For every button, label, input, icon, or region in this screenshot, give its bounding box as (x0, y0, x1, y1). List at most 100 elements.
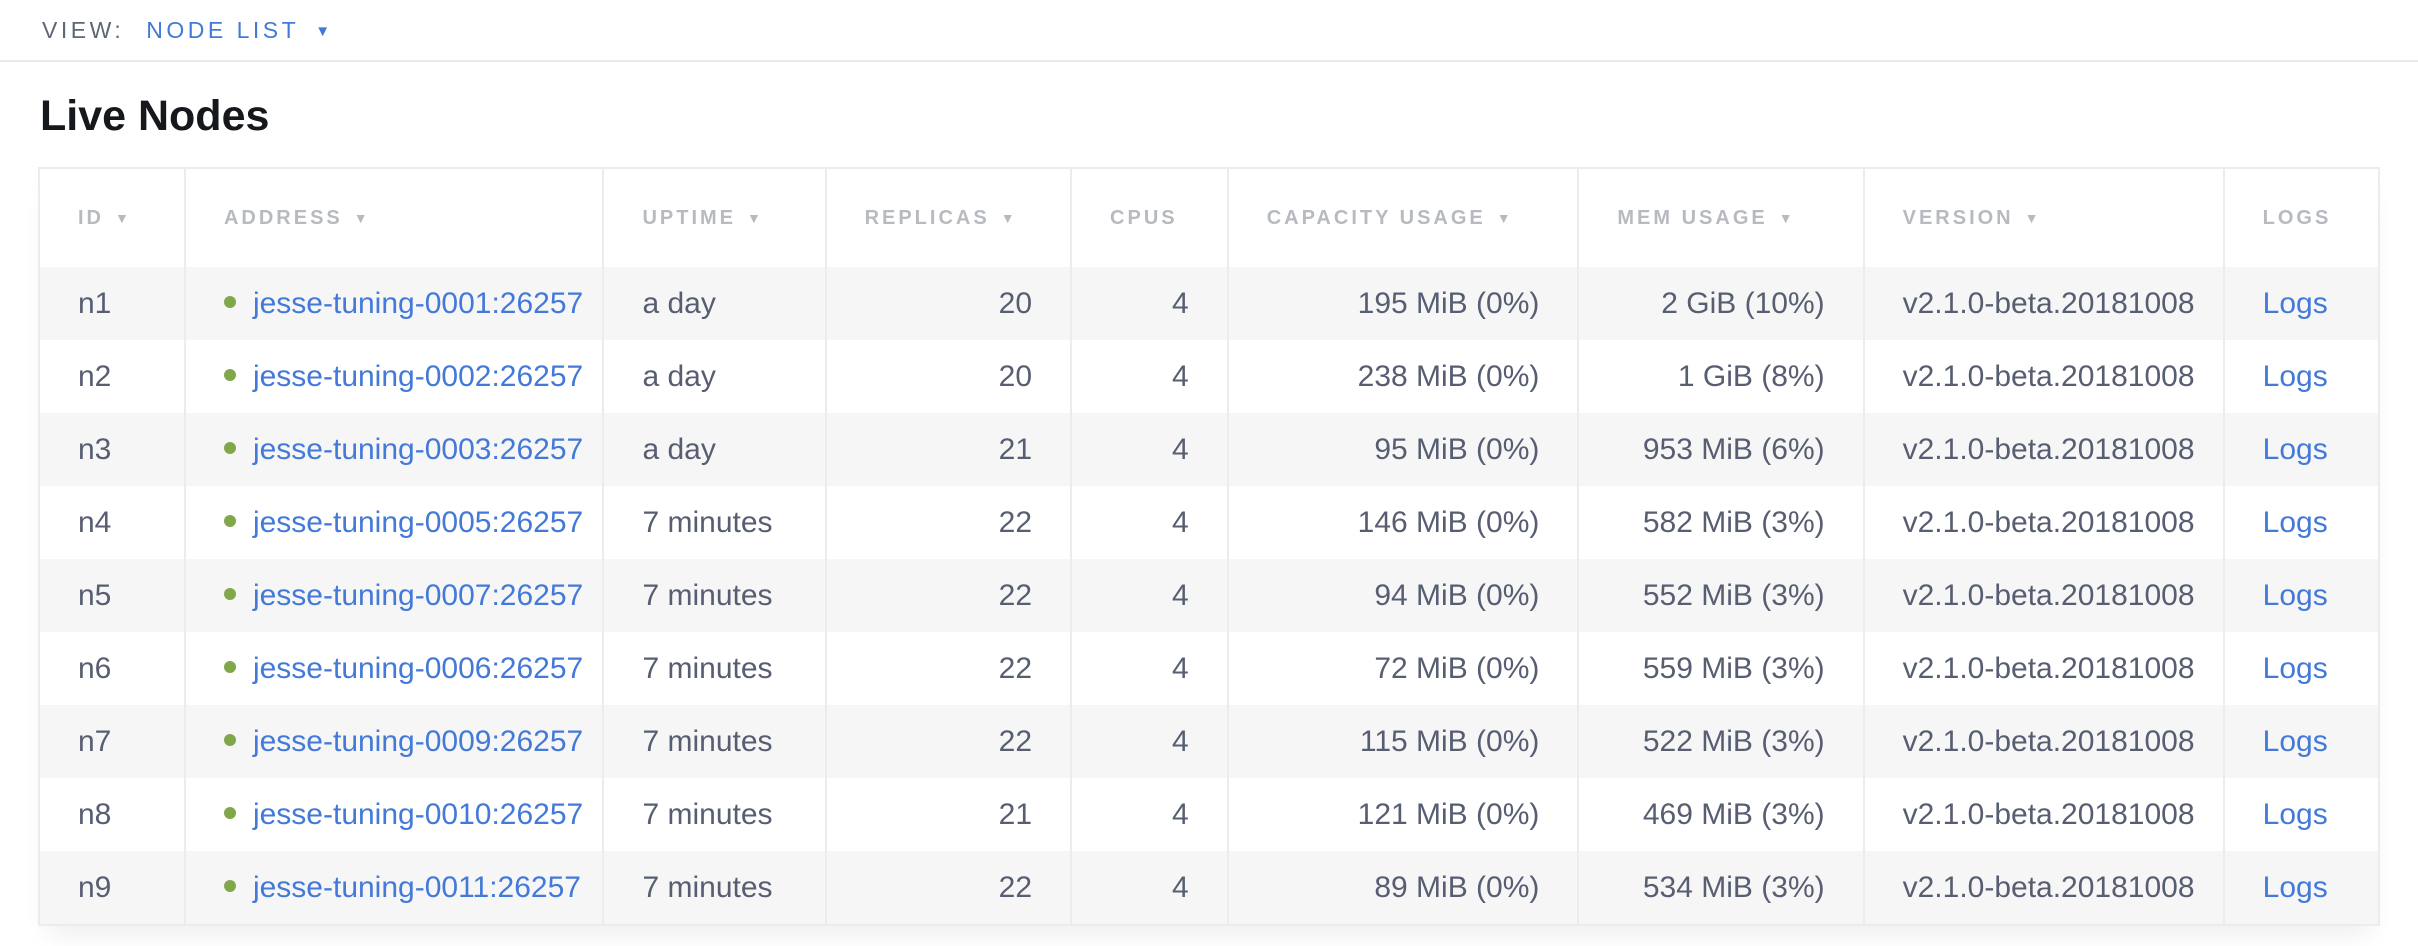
id-cell: n8 (78, 797, 112, 831)
column-header-address[interactable]: ADDRESS ▼ (183, 169, 604, 268)
column-header-replicas[interactable]: REPLICAS ▼ (824, 169, 1072, 268)
cpus-cell: 4 (1070, 340, 1228, 414)
replicas-cell: 22 (824, 705, 1072, 779)
mem-cell: 469 MiB (3%) (1577, 778, 1864, 852)
mem-cell: 582 MiB (3%) (1577, 486, 1864, 560)
logs-link[interactable]: Logs (2262, 870, 2328, 904)
address-cell: jesse-tuning-0011:26257 (183, 851, 604, 925)
id-cell: n7 (78, 724, 112, 758)
address-cell: jesse-tuning-0003:26257 (183, 413, 604, 487)
replicas-cell: 20 (824, 267, 1072, 341)
node-status-healthy-icon (223, 369, 236, 382)
node-status-healthy-icon (223, 807, 236, 820)
node-address-link[interactable]: jesse-tuning-0006:26257 (252, 651, 584, 685)
column-header-label: LOGS (2262, 206, 2332, 229)
mem-cell: 522 MiB (3%) (1577, 705, 1864, 779)
logs-link[interactable]: Logs (2262, 432, 2328, 466)
capacity-cell: 94 MiB (0%) (1226, 559, 1579, 633)
logs-cell: Logs (2222, 267, 2378, 341)
capacity-cell: 238 MiB (0%) (1226, 340, 1579, 414)
version-cell: v2.1.0-beta.20181008 (1862, 778, 2224, 852)
logs-link[interactable]: Logs (2262, 286, 2328, 320)
sort-arrow-icon: ▼ (353, 209, 371, 226)
id-cell: n6 (78, 651, 112, 685)
node-address-link[interactable]: jesse-tuning-0010:26257 (252, 797, 584, 831)
replicas-cell: 22 (824, 851, 1072, 925)
uptime-cell: 7 minutes (602, 705, 826, 779)
logs-link[interactable]: Logs (2262, 578, 2328, 612)
table-row: n6 jesse-tuning-0006:26257 7 minutes 22 4 72 … (40, 632, 2378, 706)
table-row: n4 jesse-tuning-0005:26257 7 minutes 22 4 146… (40, 486, 2378, 560)
view-selected-value: NODE LIST (146, 16, 300, 43)
id-cell: n2 (78, 359, 112, 393)
column-header-label: CPUS (1110, 206, 1178, 229)
column-header-id[interactable]: ID ▼ (40, 169, 185, 267)
node-address-link[interactable]: jesse-tuning-0003:26257 (252, 432, 584, 466)
replicas-cell: 21 (824, 778, 1072, 852)
column-header-mem[interactable]: MEM USAGE ▼ (1577, 169, 1864, 268)
address-cell: jesse-tuning-0009:26257 (183, 705, 604, 779)
logs-cell: Logs (2222, 486, 2378, 560)
node-address-link[interactable]: jesse-tuning-0005:26257 (252, 505, 584, 539)
column-header-logs: LOGS (2222, 169, 2378, 268)
live-nodes-table-card: ID ▼ ADDRESS ▼ UPTIME ▼ REPLICAS ▼ CPUS CAPACITY … (38, 167, 2380, 927)
chevron-down-icon: ▼ (315, 22, 331, 40)
capacity-cell: 195 MiB (0%) (1226, 267, 1579, 341)
uptime-cell: 7 minutes (602, 778, 826, 852)
logs-cell: Logs (2222, 632, 2378, 706)
sort-arrow-icon: ▼ (1778, 209, 1796, 226)
logs-link[interactable]: Logs (2262, 651, 2328, 685)
node-address-link[interactable]: jesse-tuning-0009:26257 (252, 724, 584, 758)
cpus-cell: 4 (1070, 559, 1228, 633)
column-header-label: UPTIME (642, 206, 737, 229)
view-label: VIEW: (42, 16, 125, 43)
node-address-link[interactable]: jesse-tuning-0011:26257 (252, 870, 581, 904)
column-header-label: MEM USAGE (1617, 206, 1768, 229)
node-status-healthy-icon (223, 880, 236, 893)
capacity-cell: 121 MiB (0%) (1226, 778, 1579, 852)
node-status-healthy-icon (223, 661, 236, 674)
capacity-cell: 95 MiB (0%) (1226, 413, 1579, 487)
column-header-cpus: CPUS (1070, 169, 1228, 268)
replicas-cell: 22 (824, 559, 1072, 633)
column-header-label: ID (78, 206, 104, 229)
table-row: n8 jesse-tuning-0010:26257 7 minutes 21 4 121… (40, 778, 2378, 852)
node-address-link[interactable]: jesse-tuning-0001:26257 (252, 286, 584, 320)
node-status-healthy-icon (223, 515, 236, 528)
version-cell: v2.1.0-beta.20181008 (1862, 486, 2224, 560)
column-header-capacity[interactable]: CAPACITY USAGE ▼ (1226, 169, 1579, 268)
id-cell: n1 (78, 286, 112, 320)
capacity-cell: 89 MiB (0%) (1226, 851, 1579, 925)
node-address-link[interactable]: jesse-tuning-0002:26257 (252, 359, 584, 393)
cpus-cell: 4 (1070, 705, 1228, 779)
uptime-cell: a day (602, 413, 826, 487)
logs-link[interactable]: Logs (2262, 505, 2328, 539)
replicas-cell: 22 (824, 632, 1072, 706)
node-status-healthy-icon (223, 734, 236, 747)
logs-link[interactable]: Logs (2262, 797, 2328, 831)
table-row: n3 jesse-tuning-0003:26257 a day 21 4 95 MiB … (40, 413, 2378, 487)
table-header: ID ▼ ADDRESS ▼ UPTIME ▼ REPLICAS ▼ CPUS CAPACITY … (40, 169, 2378, 268)
node-address-link[interactable]: jesse-tuning-0007:26257 (252, 578, 584, 612)
address-cell: jesse-tuning-0001:26257 (183, 267, 604, 341)
table-row: n9 jesse-tuning-0011:26257 7 minutes 22 4 89 … (40, 851, 2378, 925)
node-status-healthy-icon (223, 296, 236, 309)
address-cell: jesse-tuning-0002:26257 (183, 340, 604, 414)
column-header-uptime[interactable]: UPTIME ▼ (602, 169, 826, 268)
table-row: n1 jesse-tuning-0001:26257 a day 20 4 195 MiB… (40, 267, 2378, 341)
view-selector-dropdown[interactable]: NODE LIST ▼ (146, 17, 330, 44)
logs-link[interactable]: Logs (2262, 359, 2328, 393)
table-row: n2 jesse-tuning-0002:26257 a day 20 4 238 MiB… (40, 340, 2378, 414)
version-cell: v2.1.0-beta.20181008 (1862, 559, 2224, 633)
sort-arrow-icon: ▼ (1000, 209, 1018, 226)
logs-link[interactable]: Logs (2262, 724, 2328, 758)
uptime-cell: 7 minutes (602, 632, 826, 706)
column-header-label: VERSION (1902, 206, 2014, 229)
capacity-cell: 146 MiB (0%) (1226, 486, 1579, 560)
uptime-cell: 7 minutes (602, 851, 826, 925)
column-header-version[interactable]: VERSION ▼ (1862, 169, 2224, 268)
mem-cell: 1 GiB (8%) (1577, 340, 1864, 414)
mem-cell: 559 MiB (3%) (1577, 632, 1864, 706)
cpus-cell: 4 (1070, 413, 1228, 487)
address-cell: jesse-tuning-0006:26257 (183, 632, 604, 706)
